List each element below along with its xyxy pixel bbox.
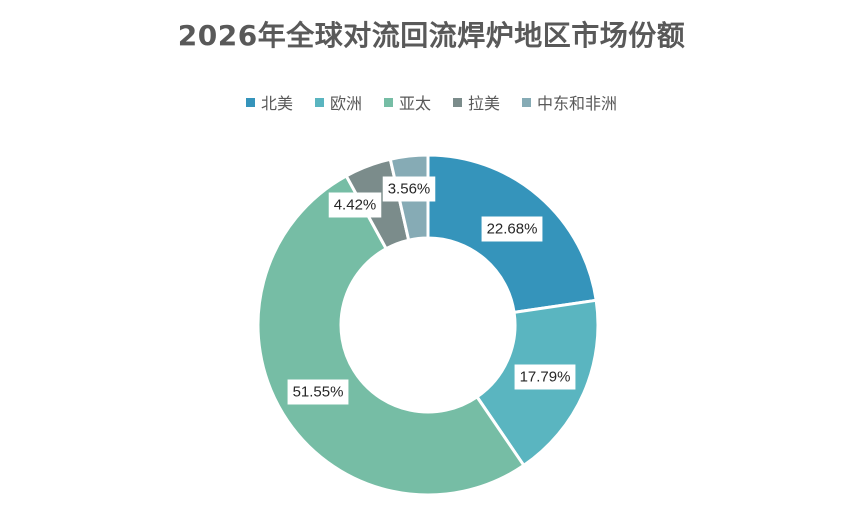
legend-item-asia-pacific: 亚太 (383, 90, 431, 114)
legend-item-middle-east-africa: 中东和非洲 (522, 90, 617, 114)
data-label-text: 4.42% (334, 197, 377, 214)
data-label-box (382, 176, 436, 202)
legend-swatch (245, 97, 255, 107)
chart-legend: 北美 欧洲 亚太 拉美 中东和非洲 (0, 90, 863, 114)
data-label-text: 22.68% (487, 221, 538, 238)
data-label-latin-america: 4.42% (328, 192, 382, 218)
donut-slices (256, 153, 600, 497)
data-label-text: 17.79% (520, 369, 571, 386)
legend-label: 中东和非洲 (537, 94, 618, 113)
legend-item-north-america: 北美 (245, 90, 293, 114)
legend-swatch (314, 97, 324, 107)
data-label-europe: 17.79% (514, 364, 576, 390)
legend-label: 北美 (260, 94, 293, 113)
data-label-north-america: 22.68% (481, 216, 543, 242)
data-label-box (287, 379, 349, 405)
data-label-asia-pacific: 51.55% (287, 379, 349, 405)
legend-label: 欧洲 (329, 94, 362, 113)
legend-label: 拉美 (468, 94, 501, 113)
donut-slice-asia-pacific (256, 173, 526, 497)
legend-item-latin-america: 拉美 (453, 90, 500, 114)
donut-data-labels: 22.68% 17.79% 51.55% 4.42% 3.56% (287, 176, 576, 405)
data-label-text: 51.55% (293, 384, 344, 401)
data-label-middle-east-africa: 3.56% (382, 176, 436, 202)
data-label-box (328, 192, 382, 218)
legend-swatch (522, 97, 532, 107)
legend-swatch (383, 97, 393, 107)
data-label-box (481, 216, 543, 242)
legend-item-europe: 欧洲 (314, 90, 362, 114)
data-label-text: 3.56% (388, 181, 431, 198)
legend-swatch (453, 97, 462, 107)
legend-label: 亚太 (398, 94, 431, 113)
chart-title: 2026年全球对流回流焊炉地区市场份额 (177, 19, 686, 52)
data-label-box (514, 364, 576, 390)
